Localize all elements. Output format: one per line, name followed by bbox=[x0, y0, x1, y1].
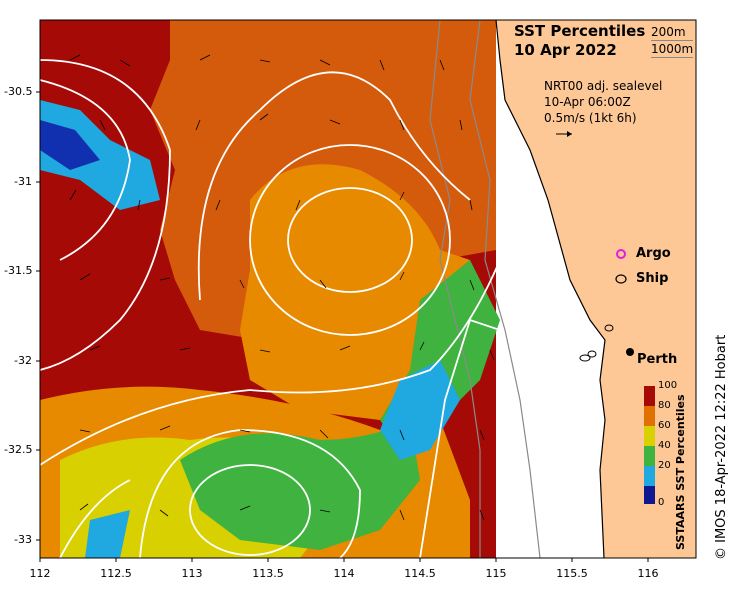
map-title: SST Percentiles 10 Apr 2022 bbox=[514, 22, 646, 59]
colorbar-tick: 100 bbox=[658, 380, 678, 391]
colorbar-title: SSTAARS SST Percentiles bbox=[674, 394, 687, 551]
colorbar bbox=[644, 386, 655, 504]
colorbar-tick: 60 bbox=[658, 420, 671, 431]
colorbar-tick: 0 bbox=[658, 497, 665, 508]
lon-tick: 112 bbox=[29, 567, 51, 580]
legend-ship-label: Ship bbox=[636, 271, 669, 286]
sst-zone-cyan bbox=[380, 360, 460, 460]
lat-tick: -31 bbox=[14, 175, 32, 188]
lon-tick: 115 bbox=[485, 567, 507, 580]
lon-tick: 113.5 bbox=[252, 567, 284, 580]
ship-marker-icon bbox=[579, 354, 591, 362]
argo-marker-icon bbox=[616, 249, 626, 259]
lon-tick: 114 bbox=[333, 567, 355, 580]
lon-tick: 114.5 bbox=[404, 567, 436, 580]
ship-marker-icon bbox=[604, 324, 614, 332]
lat-tick: -32.5 bbox=[4, 443, 33, 456]
ship-marker-icon bbox=[587, 350, 597, 358]
colorbar-tick: 80 bbox=[658, 400, 671, 411]
isobath-200-label: 200m bbox=[651, 24, 694, 41]
colorbar-tick: 40 bbox=[658, 440, 671, 451]
map-frame bbox=[39, 19, 697, 559]
sealevel-contours bbox=[39, 59, 521, 559]
sst-zone-west-blue bbox=[40, 120, 100, 170]
velocity-info: NRT00 adj. sealevel 10-Apr 06:00Z 0.5m/s… bbox=[544, 79, 663, 125]
lon-tick: 112.5 bbox=[100, 567, 132, 580]
sst-zone-west-cyan bbox=[40, 100, 160, 210]
perth-label: Perth bbox=[637, 352, 678, 367]
lat-tick: -31.5 bbox=[4, 264, 33, 277]
coastline bbox=[495, 19, 606, 559]
ship-marker-icon bbox=[615, 274, 627, 284]
legend-argo-label: Argo bbox=[636, 246, 671, 261]
lon-tick: 113 bbox=[181, 567, 203, 580]
lat-tick: -33 bbox=[14, 533, 32, 546]
lon-tick: 116 bbox=[637, 567, 659, 580]
isobath-1000m bbox=[429, 19, 481, 558]
isobath-legend: 200m 1000m bbox=[651, 24, 694, 58]
credit-text: © IMOS 18-Apr-2022 12:22 Hobart bbox=[714, 334, 729, 560]
lat-tick: -32 bbox=[14, 354, 32, 367]
isobath-200m bbox=[469, 19, 541, 559]
isobath-1000-label: 1000m bbox=[651, 42, 694, 58]
lat-tick: -30.5 bbox=[4, 85, 33, 98]
sst-zone-south-cyan bbox=[85, 510, 130, 558]
perth-city-marker bbox=[626, 348, 634, 356]
velocity-arrows bbox=[69, 54, 495, 521]
lon-tick: 115.5 bbox=[556, 567, 588, 580]
colorbar-tick: 20 bbox=[658, 460, 671, 471]
